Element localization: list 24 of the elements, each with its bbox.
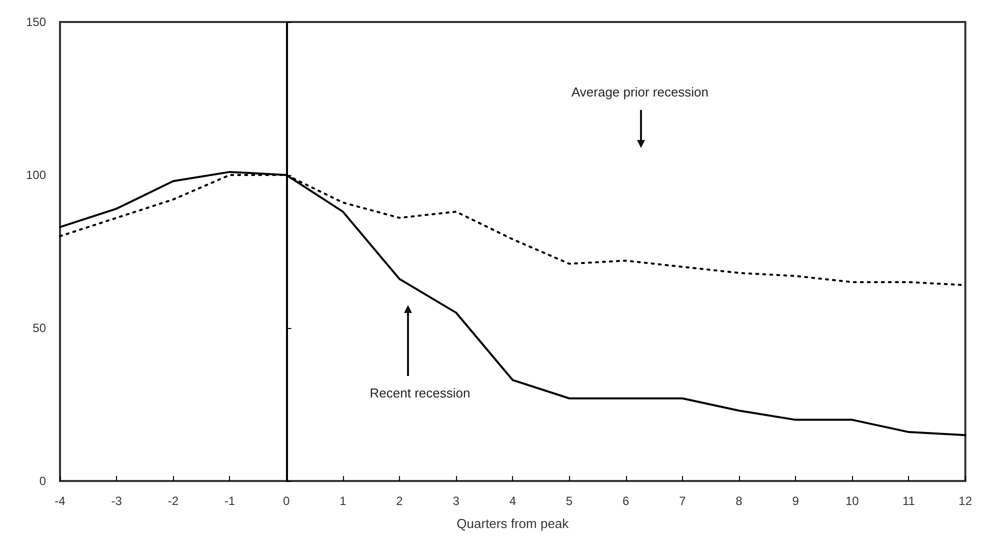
y-tick-label: 0 <box>39 474 46 488</box>
x-tick-label: 6 <box>622 494 630 508</box>
annotation: Recent recession <box>370 386 470 400</box>
x-tick-label: 1 <box>340 494 347 508</box>
y-tick-label: 100 <box>26 168 46 182</box>
y-tick-label: 150 <box>26 15 46 29</box>
x-axis-title: Quarters from peak <box>456 516 570 531</box>
x-tick-label: 7 <box>679 494 686 508</box>
annotation: Average prior recession <box>571 84 709 100</box>
x-tick-label: 0 <box>282 494 290 508</box>
x-tick-label: 2 <box>396 494 404 508</box>
x-tick-label: 12 <box>958 494 972 508</box>
x-tick-label: 5 <box>566 494 573 508</box>
x-tick-label: 8 <box>736 494 743 508</box>
y-tick-label: 50 <box>32 321 46 335</box>
x-tick-label: -1 <box>224 494 236 508</box>
x-tick-label: 11 <box>902 494 916 508</box>
x-tick-label: 9 <box>792 494 800 508</box>
x-tick-label: -4 <box>54 494 66 508</box>
x-tick-label: 4 <box>509 494 516 508</box>
x-tick-label: 3 <box>452 494 460 508</box>
x-tick-label: 10 <box>845 494 860 508</box>
x-tick-label: -2 <box>168 494 179 508</box>
x-tick-label: -3 <box>111 494 122 508</box>
